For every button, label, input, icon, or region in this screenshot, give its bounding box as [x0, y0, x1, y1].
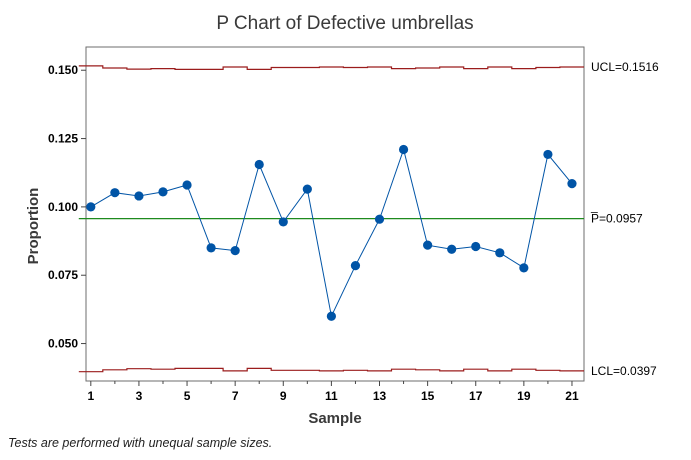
y-tick-label: 0.150 [48, 63, 78, 77]
x-tick-label: 15 [421, 389, 435, 403]
data-point [519, 263, 529, 273]
x-tick-label: 7 [232, 389, 239, 403]
center-label-bar: _ [590, 200, 598, 214]
data-point [350, 261, 361, 271]
x-tick-label: 17 [469, 389, 483, 403]
x-tick-label: 3 [136, 389, 143, 403]
x-tick-label: 19 [517, 389, 531, 403]
data-point [398, 144, 409, 155]
chart-title: P Chart of Defective umbrellas [216, 13, 473, 34]
data-point [134, 191, 144, 201]
data-point [302, 184, 312, 194]
x-tick-label: 11 [325, 389, 338, 403]
y-tick-label: 0.100 [48, 200, 78, 214]
ucl-line [78, 65, 584, 70]
data-point [423, 240, 433, 250]
data-point [110, 188, 120, 198]
x-axis-label: Sample [308, 410, 361, 427]
y-tick-label: 0.050 [48, 337, 78, 351]
x-tick-label: 9 [280, 389, 287, 403]
y-axis-label: Proportion [25, 188, 42, 265]
data-point [471, 241, 481, 252]
x-tick-label: 21 [565, 389, 579, 403]
data-line [90, 147, 573, 318]
footnote: Tests are performed with unequal sample … [8, 436, 273, 450]
data-point [182, 180, 192, 190]
p-chart: P Chart of Defective umbrellas Proportio… [25, 13, 659, 427]
ucl-label: UCL=0.1516 [591, 60, 659, 74]
plot-frame [85, 46, 585, 382]
x-tick-label: 1 [87, 389, 94, 403]
y-tick-label: 0.075 [48, 268, 78, 282]
data-point [206, 243, 216, 253]
data-point [254, 159, 264, 170]
x-tick-label: 5 [184, 389, 191, 403]
data-point [158, 187, 168, 197]
data-point [495, 248, 505, 258]
data-point [278, 217, 288, 227]
data-point [86, 202, 96, 212]
data-point [374, 214, 385, 224]
center-label: P=0.0957 [591, 212, 643, 226]
lcl-line [78, 367, 584, 373]
data-point [543, 149, 553, 160]
data-point [230, 246, 240, 256]
y-tick-label: 0.125 [48, 132, 78, 146]
data-point [567, 179, 577, 189]
lcl-label: LCL=0.0397 [591, 364, 657, 378]
data-point [326, 311, 336, 321]
data-point [447, 244, 457, 254]
x-tick-label: 13 [373, 389, 387, 403]
